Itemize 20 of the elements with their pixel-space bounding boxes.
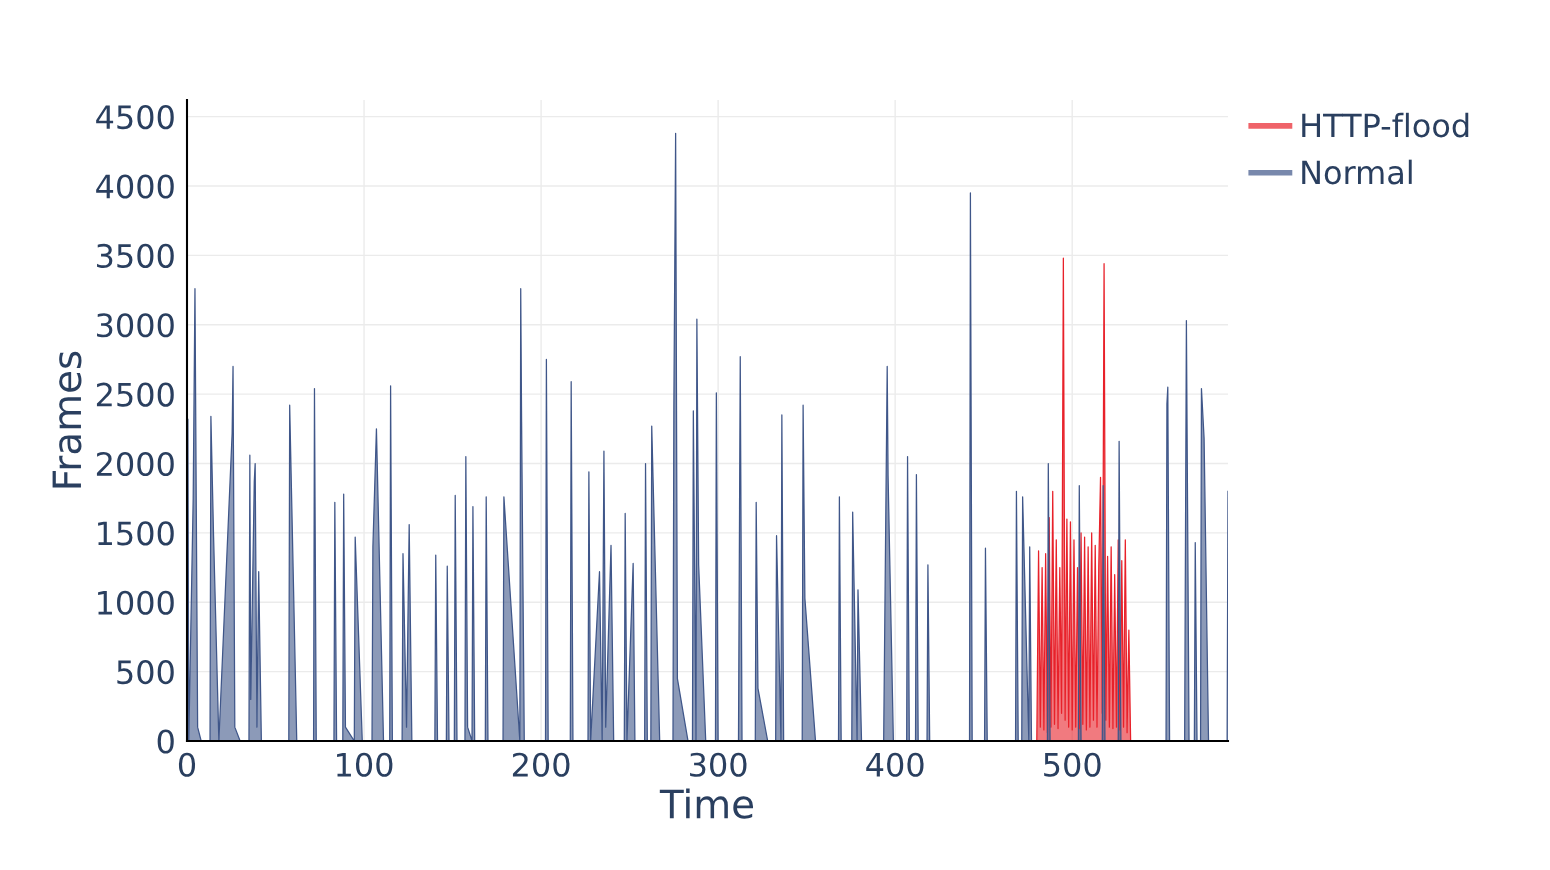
x-axis-title: Time (659, 788, 754, 819)
y-tick-label: 4000 (96, 174, 174, 199)
y-tick-label: 3000 (97, 313, 174, 338)
y-tick-label: 0 (157, 729, 174, 754)
x-tick-label: 0 (178, 752, 196, 777)
x-tick-label: 100 (337, 752, 393, 777)
y-tick-label: 500 (117, 660, 174, 685)
y-tick-label: 1000 (98, 590, 174, 615)
y-tick-label: 3500 (97, 243, 174, 268)
x-tick-label: 500 (1044, 752, 1101, 777)
y-axis-title: Frames (52, 351, 82, 488)
legend-label: Normal (1302, 159, 1412, 185)
x-tick-label: 300 (690, 752, 747, 777)
y-tick-label: 2000 (96, 451, 174, 477)
y-tick-label: 1500 (98, 521, 174, 546)
legend-label: HTTP-flood (1302, 112, 1469, 138)
y-tick-label: 2500 (96, 382, 174, 407)
x-tick-label: 400 (866, 752, 924, 777)
y-tick-label: 4500 (96, 105, 174, 130)
x-tick-label: 200 (512, 752, 570, 777)
